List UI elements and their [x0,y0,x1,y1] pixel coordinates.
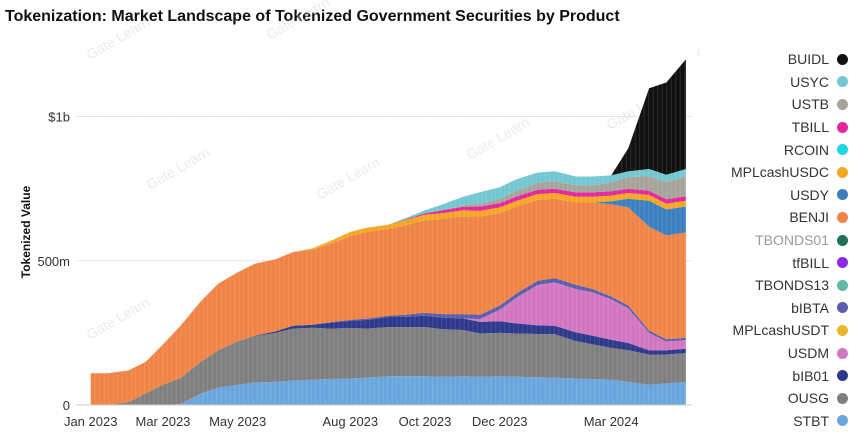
legend-color-dot [837,257,848,268]
legend-color-dot [837,76,848,87]
y-axis: 0 500m $1b [37,110,70,413]
legend-color-dot [837,348,848,359]
legend-color-dot [837,302,848,313]
x-tick-label: Mar 2024 [584,414,639,429]
legend-item-buidl[interactable]: BUIDL [698,48,848,71]
watermark-text: Gate Learn [314,154,383,203]
legend-color-dot [837,235,848,246]
x-tick-label: Mar 2023 [135,414,190,429]
legend-item-mplcashusdc[interactable]: MPLcashUSDC [698,161,848,184]
y-tick-label: 0 [63,398,70,413]
legend-color-dot [837,393,848,404]
x-axis: Jan 2023 Mar 2023 May 2023 Aug 2023 Oct 2023… [64,405,692,429]
legend-label: MPLcashUSDC [731,164,829,180]
x-tick-label: May 2023 [209,414,266,429]
legend-item-usyc[interactable]: USYC [698,71,848,94]
legend-label: STBT [793,413,829,429]
legend-label: TBONDS01 [755,232,829,248]
y-tick-label: $1b [48,110,70,125]
legend-label: USDY [790,187,829,203]
legend-label: RCOIN [784,142,829,158]
legend-color-dot [837,415,848,426]
y-tick-label: 500m [37,254,70,269]
legend-item-ustb[interactable]: USTB [698,93,848,116]
watermark-text: Gate Learn [464,114,533,163]
legend-color-dot [837,167,848,178]
legend: BUIDL USYC USTB TBILL RCOIN MPLcashUSDC USDY BE… [698,48,848,432]
legend-item-usdy[interactable]: USDY [698,184,848,207]
legend-color-dot [837,54,848,65]
legend-item-bib01[interactable]: bIB01 [698,364,848,387]
legend-color-dot [837,122,848,133]
x-tick-label: Oct 2023 [399,414,452,429]
legend-label: bIBTA [791,300,829,316]
legend-item-tbonds01[interactable]: TBONDS01 [698,229,848,252]
legend-color-dot [837,212,848,223]
legend-label: BUIDL [788,51,829,67]
legend-label: USDM [788,345,829,361]
legend-label: USTB [792,96,829,112]
legend-label: bIB01 [792,368,829,384]
x-tick-label: Jan 2023 [64,414,118,429]
y-axis-title: Tokenized Value [19,185,33,278]
legend-item-mplcashusdt[interactable]: MPLcashUSDT [698,319,848,342]
legend-item-usdm[interactable]: USDM [698,342,848,365]
legend-color-dot [837,99,848,110]
series-areas [91,30,690,405]
legend-label: TBONDS13 [755,277,829,293]
legend-item-benji[interactable]: BENJI [698,206,848,229]
legend-label: MPLcashUSDT [733,322,829,338]
legend-label: TBILL [792,119,829,135]
legend-item-bibta[interactable]: bIBTA [698,297,848,320]
legend-label: BENJI [789,209,829,225]
legend-color-dot [837,325,848,336]
legend-item-tfbill[interactable]: tfBILL [698,251,848,274]
x-tick-label: Aug 2023 [322,414,378,429]
legend-item-ousg[interactable]: OUSG [698,387,848,410]
x-tick-label: Dec 2023 [472,414,528,429]
legend-item-rcoin[interactable]: RCOIN [698,138,848,161]
legend-color-dot [837,280,848,291]
legend-item-tbill[interactable]: TBILL [698,116,848,139]
legend-color-dot [837,144,848,155]
legend-color-dot [837,370,848,381]
legend-label: tfBILL [792,255,829,271]
legend-label: OUSG [788,390,829,406]
legend-label: USYC [790,74,829,90]
legend-item-stbt[interactable]: STBT [698,410,848,432]
legend-color-dot [837,189,848,200]
legend-item-tbonds13[interactable]: TBONDS13 [698,274,848,297]
